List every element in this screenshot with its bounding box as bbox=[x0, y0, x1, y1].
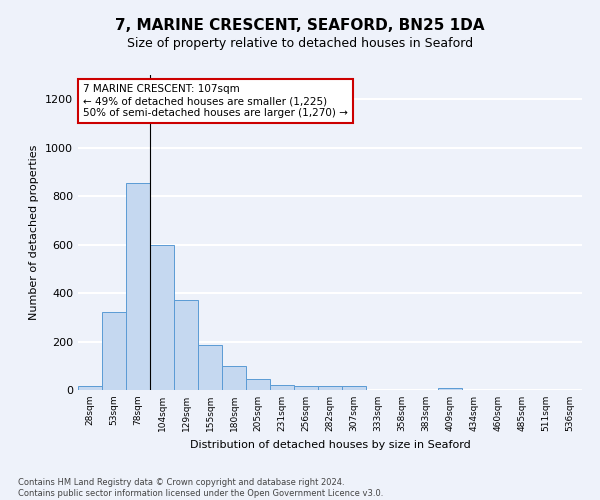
Bar bbox=[342, 386, 366, 390]
Bar bbox=[294, 386, 318, 390]
Text: Size of property relative to detached houses in Seaford: Size of property relative to detached ho… bbox=[127, 38, 473, 51]
Bar bbox=[222, 366, 246, 390]
Bar bbox=[198, 345, 222, 390]
Bar bbox=[78, 386, 102, 390]
Text: 7 MARINE CRESCENT: 107sqm
← 49% of detached houses are smaller (1,225)
50% of se: 7 MARINE CRESCENT: 107sqm ← 49% of detac… bbox=[83, 84, 348, 117]
Y-axis label: Number of detached properties: Number of detached properties bbox=[29, 145, 40, 320]
X-axis label: Distribution of detached houses by size in Seaford: Distribution of detached houses by size … bbox=[190, 440, 470, 450]
Text: Contains HM Land Registry data © Crown copyright and database right 2024.
Contai: Contains HM Land Registry data © Crown c… bbox=[18, 478, 383, 498]
Bar bbox=[438, 388, 462, 390]
Text: 7, MARINE CRESCENT, SEAFORD, BN25 1DA: 7, MARINE CRESCENT, SEAFORD, BN25 1DA bbox=[115, 18, 485, 32]
Bar bbox=[150, 244, 174, 390]
Bar bbox=[102, 312, 126, 390]
Bar bbox=[246, 379, 270, 390]
Bar bbox=[174, 300, 198, 390]
Bar bbox=[126, 183, 150, 390]
Bar bbox=[270, 385, 294, 390]
Bar bbox=[318, 386, 342, 390]
